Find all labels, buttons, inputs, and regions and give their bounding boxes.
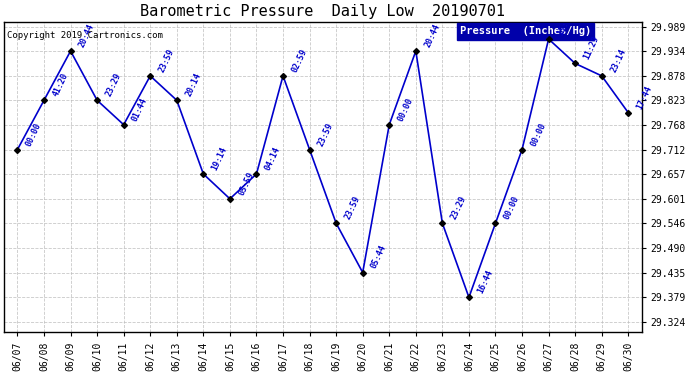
Text: 16:44: 16:44: [476, 269, 495, 295]
Text: 00:00: 00:00: [502, 195, 521, 221]
Text: 20:14: 20:14: [184, 72, 202, 98]
Text: 23:59: 23:59: [343, 195, 362, 221]
Text: Pressure  (Inches/Hg): Pressure (Inches/Hg): [460, 26, 591, 36]
Text: 17:44: 17:44: [635, 84, 654, 111]
Text: 19:14: 19:14: [210, 146, 229, 172]
Text: 23:29: 23:29: [449, 195, 468, 221]
Text: 23:14: 23:14: [609, 47, 627, 74]
Text: 02:59: 02:59: [290, 47, 308, 74]
Text: 41:20: 41:20: [51, 72, 70, 98]
Text: 05:59: 05:59: [237, 170, 255, 196]
Text: Copyright 2019 Cartronics.com: Copyright 2019 Cartronics.com: [8, 31, 164, 40]
Text: 04:14: 04:14: [264, 146, 282, 172]
Text: 00:00: 00:00: [529, 121, 548, 147]
Text: 23:59: 23:59: [157, 47, 176, 74]
Text: 05:44: 05:44: [370, 244, 388, 270]
Text: 00:00: 00:00: [24, 121, 43, 147]
Text: 01:44: 01:44: [130, 96, 149, 123]
Text: 23:29: 23:29: [104, 72, 123, 98]
Text: 15:: 15:: [555, 20, 570, 37]
Text: 20:44: 20:44: [77, 22, 96, 49]
Text: 23:59: 23:59: [317, 121, 335, 147]
Text: 00:00: 00:00: [396, 96, 415, 123]
Title: Barometric Pressure  Daily Low  20190701: Barometric Pressure Daily Low 20190701: [140, 4, 505, 19]
Text: 20:44: 20:44: [423, 22, 442, 49]
Text: 11:29: 11:29: [582, 35, 601, 61]
